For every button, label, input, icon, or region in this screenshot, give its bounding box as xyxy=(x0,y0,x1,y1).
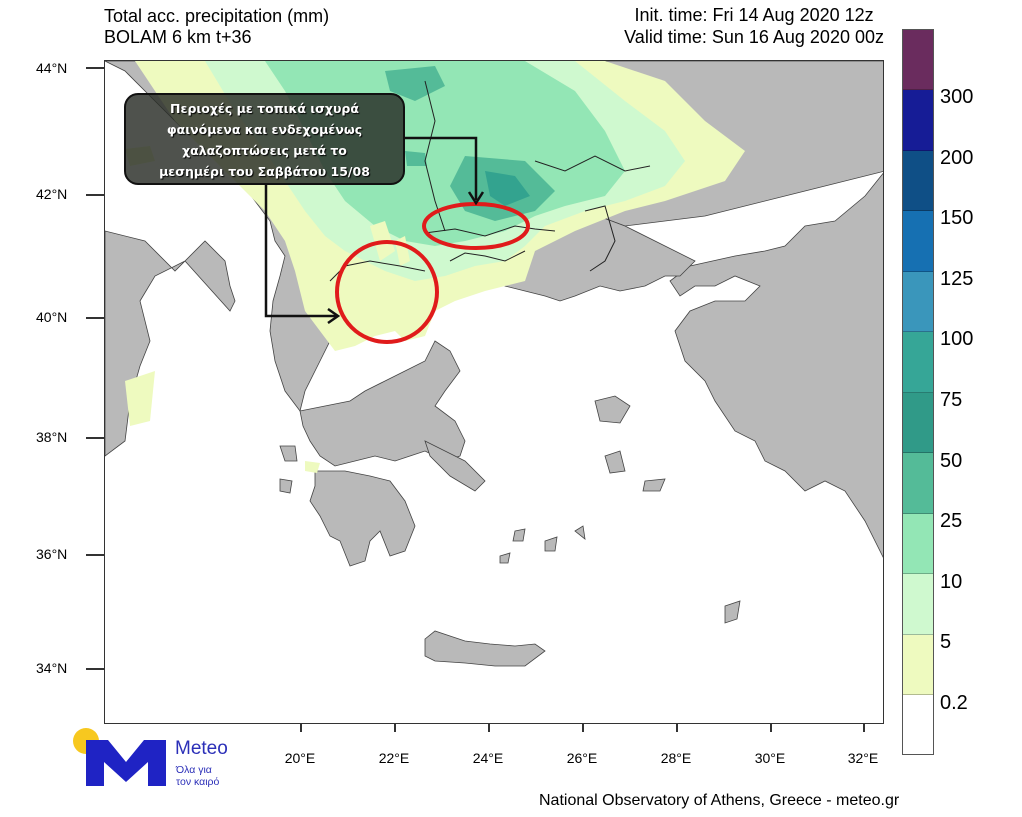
cb-seg-25-50 xyxy=(903,453,933,514)
callout-line-3: χαλαζοπτώσεις μετά το xyxy=(182,143,347,158)
lon-label-24: 24°E xyxy=(472,750,504,766)
logo-tagline-line-2: τον καιρό xyxy=(176,776,220,788)
annotation-callout: Περιοχές με τοπικά ισχυρά φαινόμενα και … xyxy=(124,93,405,185)
lat-label-34: 34°N xyxy=(36,660,68,676)
cb-seg-125-150 xyxy=(903,211,933,272)
lon-label-32: 32°E xyxy=(847,750,879,766)
cb-seg-300plus xyxy=(903,30,933,90)
cb-label-10: 10 xyxy=(940,571,963,593)
cb-seg-100-125 xyxy=(903,272,933,332)
cb-label-200: 200 xyxy=(940,147,974,169)
init-time: Init. time: Fri 14 Aug 2020 12z xyxy=(634,5,874,25)
cb-seg-50-75 xyxy=(903,393,933,453)
lat-label-44: 44°N xyxy=(36,60,68,76)
lat-tick xyxy=(86,437,104,439)
lon-label-30: 30°E xyxy=(754,750,786,766)
cb-seg-5-10 xyxy=(903,574,933,635)
cb-label-5: 5 xyxy=(940,631,952,653)
logo-tagline: Όλα για τον καιρό xyxy=(176,764,219,788)
cb-seg-0.2-5 xyxy=(903,635,933,695)
callout-line-2: φαινόμενα και ενδεχομένως xyxy=(166,122,363,137)
cb-label-150: 150 xyxy=(940,207,974,229)
cb-label-50: 50 xyxy=(940,450,963,472)
lat-tick xyxy=(86,194,104,196)
lon-tick xyxy=(300,724,302,732)
lon-tick xyxy=(582,724,584,732)
lat-tick xyxy=(86,668,104,670)
chart-title: Total acc. precipitation (mm) BOLAM 6 km… xyxy=(104,6,329,48)
lat-tick xyxy=(86,554,104,556)
forecast-times: Init. time: Fri 14 Aug 2020 12z Valid ti… xyxy=(624,4,884,48)
lon-tick xyxy=(488,724,490,732)
meteo-m-icon xyxy=(86,740,166,786)
cb-label-300: 300 xyxy=(940,86,974,108)
cb-label-100: 100 xyxy=(940,328,974,350)
valid-time: Valid time: Sun 16 Aug 2020 00z xyxy=(624,27,884,47)
cb-seg-75-100 xyxy=(903,332,933,393)
lon-label-28: 28°E xyxy=(660,750,692,766)
logo-tagline-line-1: Όλα για xyxy=(176,764,212,776)
callout-line-4: μεσημέρι του Σαββάτου 15/08 xyxy=(159,164,370,179)
lon-tick xyxy=(394,724,396,732)
cb-label-125: 125 xyxy=(940,268,974,290)
logo-name: Meteo xyxy=(175,738,228,759)
colorbar xyxy=(902,29,934,755)
cb-label-75: 75 xyxy=(940,389,963,411)
lat-tick xyxy=(86,67,104,69)
lon-tick xyxy=(770,724,772,732)
lat-label-36: 36°N xyxy=(36,546,68,562)
callout-line-1: Περιοχές με τοπικά ισχυρά xyxy=(170,101,359,116)
lat-tick xyxy=(86,317,104,319)
meteo-logo[interactable]: Meteo Όλα για τον καιρό xyxy=(70,728,250,788)
title-line-2: BOLAM 6 km t+36 xyxy=(104,27,252,47)
cb-seg-150-200 xyxy=(903,151,933,211)
lon-label-22: 22°E xyxy=(378,750,410,766)
cb-label-25: 25 xyxy=(940,510,963,532)
lat-label-42: 42°N xyxy=(36,186,68,202)
lon-label-26: 26°E xyxy=(566,750,598,766)
lat-label-40: 40°N xyxy=(36,309,68,325)
title-line-1: Total acc. precipitation (mm) xyxy=(104,6,330,26)
cb-seg-10-25 xyxy=(903,514,933,574)
cb-seg-200-300 xyxy=(903,90,933,151)
lat-label-38: 38°N xyxy=(36,429,68,445)
footer-credit: National Observatory of Athens, Greece -… xyxy=(539,792,900,809)
lon-label-20: 20°E xyxy=(284,750,316,766)
cb-seg-below-0.2 xyxy=(903,695,933,754)
lon-tick xyxy=(863,724,865,732)
lon-tick xyxy=(676,724,678,732)
cb-label-0.2: 0.2 xyxy=(940,692,968,714)
